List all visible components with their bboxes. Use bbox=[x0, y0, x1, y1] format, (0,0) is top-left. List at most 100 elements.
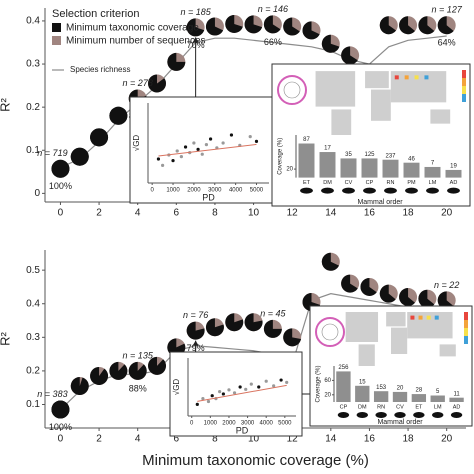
silhouette bbox=[337, 412, 350, 418]
bar-tick-label: 60 bbox=[324, 378, 331, 384]
x-tick-label: 2 bbox=[96, 208, 102, 219]
map-cell bbox=[434, 315, 439, 320]
inset-point bbox=[264, 379, 268, 383]
silhouette bbox=[405, 187, 418, 194]
bar-category: AD bbox=[450, 180, 458, 186]
pie-share bbox=[148, 356, 167, 375]
inset-point bbox=[171, 159, 175, 163]
coverage-bar bbox=[449, 397, 464, 402]
pie-share bbox=[360, 277, 377, 296]
silhouette bbox=[394, 412, 406, 418]
inset-tick-label: 5000 bbox=[250, 188, 264, 194]
bar-y-label: Coverage (%) bbox=[278, 138, 284, 175]
bar-count: 28 bbox=[416, 388, 423, 394]
trend bbox=[197, 384, 287, 402]
n-label: n = 278 bbox=[123, 78, 153, 88]
bar-x-label: Mammal order bbox=[377, 419, 423, 426]
pie-share bbox=[167, 52, 186, 71]
pie-share bbox=[70, 377, 89, 396]
pie-share bbox=[399, 288, 415, 307]
coverage-bar bbox=[382, 159, 399, 178]
bar-count: 7 bbox=[431, 161, 435, 167]
coverage-bar bbox=[373, 391, 389, 402]
bar-category: CP bbox=[340, 404, 348, 410]
bar-count: 35 bbox=[345, 152, 352, 158]
inset-tick-label: 2000 bbox=[222, 421, 236, 427]
map-cell bbox=[404, 75, 409, 80]
bar-count: 256 bbox=[338, 365, 349, 371]
pie-share bbox=[321, 34, 340, 53]
bar-tick-label: 20 bbox=[324, 392, 331, 398]
coverage-bar bbox=[445, 169, 462, 178]
pie-share bbox=[437, 16, 454, 35]
bar-category: ET bbox=[415, 404, 423, 410]
x-tick-label: 20 bbox=[441, 434, 453, 445]
bar-category: RN bbox=[387, 180, 395, 186]
inset-point bbox=[232, 391, 237, 395]
x-tick-label: 14 bbox=[325, 208, 337, 219]
inset-point bbox=[200, 152, 204, 156]
silhouette bbox=[384, 187, 397, 194]
bar-count: 19 bbox=[450, 164, 457, 170]
pie-share bbox=[418, 289, 435, 308]
map-land bbox=[371, 89, 391, 121]
inset-point bbox=[254, 139, 259, 143]
pie-share bbox=[90, 366, 109, 385]
bar-count: 17 bbox=[324, 146, 331, 152]
inset-point bbox=[179, 155, 183, 159]
x-tick-label: 14 bbox=[325, 434, 337, 445]
colorbar bbox=[464, 328, 468, 336]
pie-share bbox=[51, 400, 70, 419]
coverage-bar bbox=[340, 158, 357, 178]
bar-category: DM bbox=[358, 404, 367, 410]
inset-point bbox=[183, 145, 188, 149]
y-tick-label: 0.1 bbox=[26, 145, 40, 156]
inset-point bbox=[175, 149, 179, 153]
phylogeny-core bbox=[283, 81, 301, 99]
phylogeny-core bbox=[321, 323, 339, 341]
inset-tick-label: 3000 bbox=[241, 421, 255, 427]
n-label: n = 719 bbox=[37, 148, 67, 158]
y-tick-label: 0.1 bbox=[26, 399, 40, 410]
map-land bbox=[430, 109, 451, 124]
legend-swatch bbox=[52, 36, 61, 45]
inset-y-label: √GD bbox=[172, 379, 181, 396]
inset-tick-label: 0 bbox=[151, 188, 155, 194]
bar-tick-label: 20 bbox=[286, 167, 293, 173]
n-label: n = 76 bbox=[183, 310, 208, 320]
x-tick-label: 12 bbox=[287, 208, 299, 219]
coverage-bar bbox=[403, 162, 420, 178]
bar-count: 46 bbox=[408, 156, 415, 162]
inset-point bbox=[156, 157, 161, 161]
silhouette bbox=[431, 412, 444, 418]
inset-point bbox=[227, 388, 231, 392]
pct-label: 100% bbox=[49, 181, 72, 191]
bar-count: 11 bbox=[453, 391, 460, 397]
silhouette bbox=[356, 412, 369, 418]
inset-point bbox=[208, 137, 213, 141]
pie-share bbox=[205, 318, 224, 337]
legend-label: Minimum taxonomic coverage bbox=[66, 23, 199, 34]
pct-label: 64% bbox=[438, 38, 456, 48]
pie-share bbox=[418, 16, 435, 35]
coverage-bar bbox=[298, 143, 315, 178]
silhouette bbox=[321, 187, 334, 194]
inset-tick-label: 0 bbox=[190, 421, 194, 427]
inset-point bbox=[279, 378, 283, 382]
bar-category: CV bbox=[345, 180, 353, 186]
coverage-bar bbox=[361, 158, 378, 178]
pie-share bbox=[263, 319, 282, 338]
y-tick-label: 0.4 bbox=[26, 298, 40, 309]
colorbar bbox=[464, 320, 468, 328]
inset-tick-label: 1000 bbox=[166, 188, 180, 194]
pie-share bbox=[283, 17, 300, 36]
pie-share bbox=[379, 284, 396, 303]
y-tick-label: 0.5 bbox=[26, 265, 40, 276]
map-land bbox=[315, 71, 356, 107]
y-tick-label: 0.2 bbox=[26, 366, 40, 377]
y-tick-label: 0.3 bbox=[26, 332, 40, 343]
map-land bbox=[345, 312, 379, 342]
silhouette bbox=[447, 187, 460, 194]
colorbar bbox=[464, 336, 468, 344]
